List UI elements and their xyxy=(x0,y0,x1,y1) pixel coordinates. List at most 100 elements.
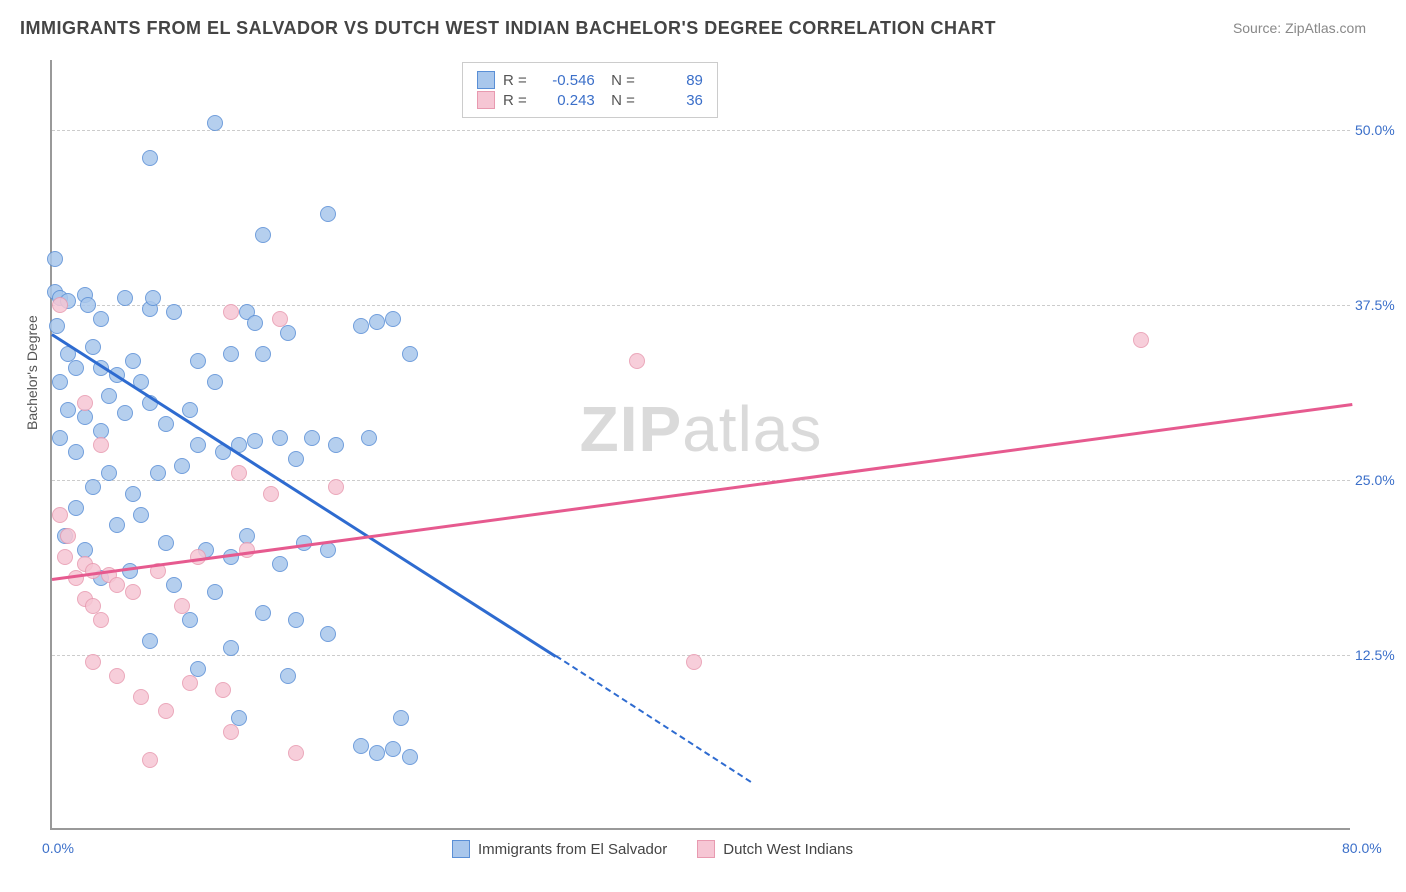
legend-n-value: 36 xyxy=(643,92,703,109)
scatter-point xyxy=(255,605,271,621)
scatter-point xyxy=(142,752,158,768)
scatter-point xyxy=(47,251,63,267)
legend-row: R = 0.243 N = 36 xyxy=(477,91,703,109)
scatter-point xyxy=(49,318,65,334)
source-label: Source: ZipAtlas.com xyxy=(1233,20,1366,36)
scatter-point xyxy=(145,290,161,306)
y-tick-label: 37.5% xyxy=(1355,297,1405,313)
scatter-point xyxy=(122,563,138,579)
scatter-point xyxy=(1133,332,1149,348)
scatter-point xyxy=(142,150,158,166)
scatter-point xyxy=(182,675,198,691)
scatter-point xyxy=(125,353,141,369)
scatter-point xyxy=(133,507,149,523)
legend-label: Dutch West Indians xyxy=(723,841,853,858)
legend-row: R = -0.546 N = 89 xyxy=(477,71,703,89)
scatter-point xyxy=(207,115,223,131)
scatter-point xyxy=(68,444,84,460)
scatter-point xyxy=(77,409,93,425)
legend-swatch xyxy=(477,91,495,109)
scatter-point xyxy=(190,353,206,369)
scatter-point xyxy=(52,374,68,390)
scatter-point xyxy=(190,437,206,453)
x-tick-label: 80.0% xyxy=(1342,840,1382,856)
legend-item: Immigrants from El Salvador xyxy=(452,840,667,858)
legend-r-label: R = xyxy=(503,92,527,109)
legend-n-label: N = xyxy=(603,92,635,109)
scatter-point xyxy=(393,710,409,726)
scatter-point xyxy=(109,517,125,533)
scatter-point xyxy=(231,465,247,481)
legend-r-value: -0.546 xyxy=(535,72,595,89)
gridline xyxy=(52,480,1350,481)
y-tick-label: 12.5% xyxy=(1355,647,1405,663)
scatter-point xyxy=(52,507,68,523)
scatter-point xyxy=(109,577,125,593)
legend-n-value: 89 xyxy=(643,72,703,89)
scatter-point xyxy=(85,654,101,670)
scatter-point xyxy=(320,626,336,642)
scatter-point xyxy=(353,738,369,754)
scatter-point xyxy=(166,304,182,320)
scatter-point xyxy=(288,745,304,761)
watermark: ZIPatlas xyxy=(580,392,823,466)
scatter-point xyxy=(109,668,125,684)
scatter-point xyxy=(328,479,344,495)
scatter-point xyxy=(272,430,288,446)
legend-r-label: R = xyxy=(503,72,527,89)
scatter-point xyxy=(85,339,101,355)
scatter-point xyxy=(93,437,109,453)
scatter-point xyxy=(353,318,369,334)
scatter-point xyxy=(80,297,96,313)
scatter-point xyxy=(288,451,304,467)
scatter-point xyxy=(629,353,645,369)
scatter-point xyxy=(288,612,304,628)
scatter-point xyxy=(320,206,336,222)
scatter-point xyxy=(272,556,288,572)
y-tick-label: 50.0% xyxy=(1355,122,1405,138)
scatter-point xyxy=(68,500,84,516)
scatter-point xyxy=(174,458,190,474)
scatter-point xyxy=(77,395,93,411)
scatter-point xyxy=(207,584,223,600)
scatter-point xyxy=(385,741,401,757)
scatter-point xyxy=(215,682,231,698)
legend-swatch xyxy=(697,840,715,858)
gridline xyxy=(52,655,1350,656)
scatter-point xyxy=(117,290,133,306)
series-legend: Immigrants from El Salvador Dutch West In… xyxy=(452,840,853,858)
scatter-point xyxy=(125,486,141,502)
scatter-point xyxy=(263,486,279,502)
correlation-legend: R = -0.546 N = 89 R = 0.243 N = 36 xyxy=(462,62,718,118)
scatter-point xyxy=(207,374,223,390)
scatter-point xyxy=(93,612,109,628)
scatter-point xyxy=(361,430,377,446)
scatter-point xyxy=(174,598,190,614)
scatter-point xyxy=(280,325,296,341)
scatter-point xyxy=(158,703,174,719)
scatter-point xyxy=(223,640,239,656)
scatter-point xyxy=(247,433,263,449)
scatter-point xyxy=(182,612,198,628)
scatter-point xyxy=(158,416,174,432)
legend-r-value: 0.243 xyxy=(535,92,595,109)
scatter-point xyxy=(223,346,239,362)
scatter-point xyxy=(85,479,101,495)
scatter-point xyxy=(369,745,385,761)
scatter-point xyxy=(158,535,174,551)
scatter-point xyxy=(686,654,702,670)
scatter-point xyxy=(142,633,158,649)
scatter-point xyxy=(60,528,76,544)
scatter-point xyxy=(320,542,336,558)
scatter-point xyxy=(150,465,166,481)
legend-swatch xyxy=(477,71,495,89)
legend-item: Dutch West Indians xyxy=(697,840,853,858)
scatter-point xyxy=(68,570,84,586)
scatter-point xyxy=(60,402,76,418)
legend-n-label: N = xyxy=(603,72,635,89)
scatter-point xyxy=(385,311,401,327)
scatter-point xyxy=(402,749,418,765)
legend-label: Immigrants from El Salvador xyxy=(478,841,667,858)
scatter-point xyxy=(304,430,320,446)
scatter-point xyxy=(68,360,84,376)
